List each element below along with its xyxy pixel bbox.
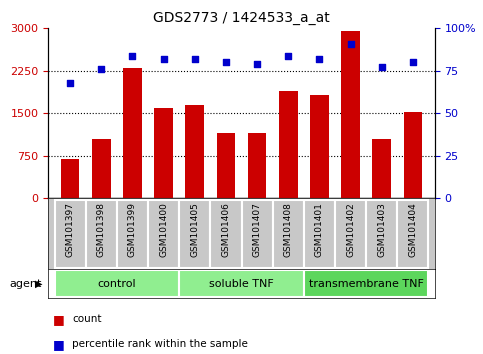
Bar	[185, 105, 204, 198]
Text: soluble TNF: soluble TNF	[209, 279, 274, 289]
FancyBboxPatch shape	[366, 200, 398, 268]
Bar	[279, 91, 298, 198]
Text: agent: agent	[10, 279, 42, 289]
Text: GSM101404: GSM101404	[409, 202, 417, 257]
Point	[409, 59, 417, 65]
Point	[98, 66, 105, 72]
Text: count: count	[72, 314, 102, 324]
Text: GSM101398: GSM101398	[97, 202, 106, 257]
Point	[66, 80, 74, 86]
FancyBboxPatch shape	[273, 200, 304, 268]
FancyBboxPatch shape	[335, 200, 366, 268]
Bar	[310, 95, 329, 198]
Text: GSM101400: GSM101400	[159, 202, 168, 257]
FancyBboxPatch shape	[179, 200, 210, 268]
FancyBboxPatch shape	[85, 200, 117, 268]
Bar	[216, 133, 235, 198]
Point	[253, 61, 261, 67]
Text: control: control	[98, 279, 136, 289]
Text: ■: ■	[53, 338, 65, 350]
FancyBboxPatch shape	[210, 200, 242, 268]
Bar	[341, 30, 360, 198]
FancyBboxPatch shape	[304, 270, 428, 297]
Title: GDS2773 / 1424533_a_at: GDS2773 / 1424533_a_at	[153, 11, 330, 24]
Point	[284, 53, 292, 58]
Text: GSM101397: GSM101397	[66, 202, 74, 257]
Bar	[61, 159, 80, 198]
FancyBboxPatch shape	[55, 270, 179, 297]
Text: GSM101406: GSM101406	[221, 202, 230, 257]
Point	[222, 59, 230, 65]
Text: GSM101402: GSM101402	[346, 202, 355, 257]
Text: ▶: ▶	[35, 279, 43, 289]
FancyBboxPatch shape	[398, 200, 428, 268]
Bar	[248, 133, 267, 198]
FancyBboxPatch shape	[304, 200, 335, 268]
FancyBboxPatch shape	[242, 200, 273, 268]
FancyBboxPatch shape	[117, 200, 148, 268]
Text: GSM101405: GSM101405	[190, 202, 199, 257]
FancyBboxPatch shape	[148, 200, 179, 268]
Text: GSM101407: GSM101407	[253, 202, 262, 257]
Text: GSM101399: GSM101399	[128, 202, 137, 257]
FancyBboxPatch shape	[55, 200, 85, 268]
Bar	[403, 112, 422, 198]
Text: GSM101408: GSM101408	[284, 202, 293, 257]
Point	[378, 64, 385, 70]
Text: GSM101403: GSM101403	[377, 202, 386, 257]
Point	[128, 53, 136, 58]
FancyBboxPatch shape	[179, 270, 304, 297]
Bar	[123, 68, 142, 198]
Point	[315, 56, 323, 62]
Point	[191, 56, 199, 62]
Text: GSM101401: GSM101401	[315, 202, 324, 257]
Bar	[154, 108, 173, 198]
Bar	[372, 139, 391, 198]
Text: ■: ■	[53, 313, 65, 326]
Text: percentile rank within the sample: percentile rank within the sample	[72, 339, 248, 349]
Text: transmembrane TNF: transmembrane TNF	[309, 279, 424, 289]
Point	[160, 56, 168, 62]
Bar	[92, 139, 111, 198]
Point	[347, 41, 355, 46]
